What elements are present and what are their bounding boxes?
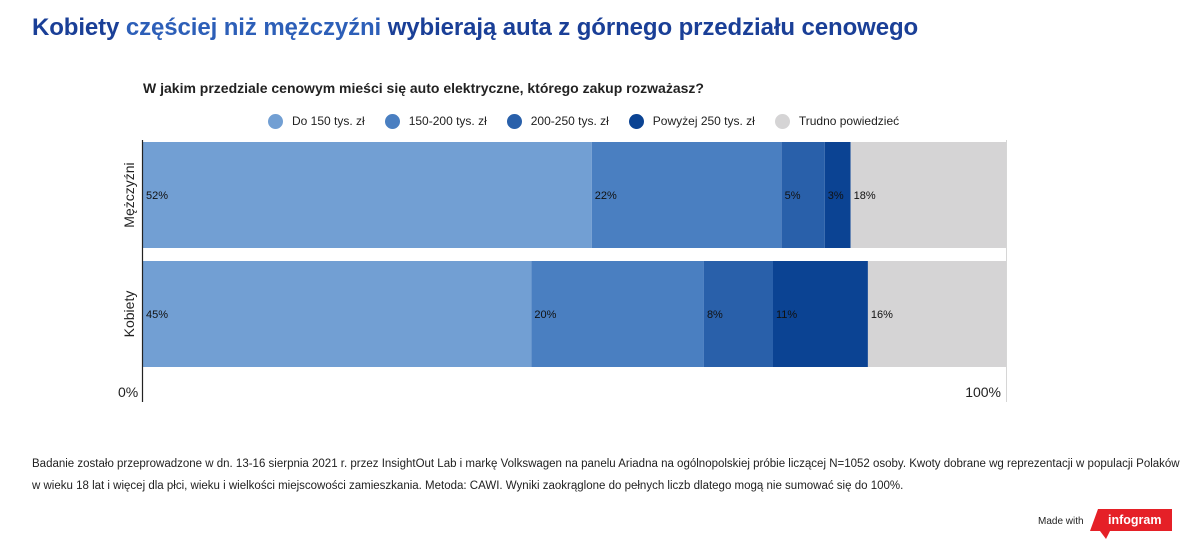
infogram-brand-text: infogram	[1108, 513, 1162, 527]
made-with-label: Made with	[1038, 516, 1084, 527]
x-tick-label: 0%	[118, 384, 138, 400]
bar-segment[interactable]	[143, 261, 532, 367]
legend-dot-icon	[506, 113, 522, 129]
bar-segment[interactable]	[850, 142, 1006, 248]
bar-segment[interactable]	[781, 142, 825, 248]
data-label: 5%	[785, 190, 801, 202]
data-label: 45%	[146, 309, 168, 321]
category-label: Mężczyźni	[121, 162, 137, 227]
data-label: 3%	[828, 190, 844, 202]
chart-title: W jakim przedziale cenowym mieści się au…	[143, 80, 704, 96]
data-label: 52%	[146, 190, 168, 202]
bar-segment[interactable]	[867, 261, 1006, 367]
bar-segment[interactable]	[143, 142, 592, 248]
legend-label: 200-250 tys. zł	[530, 114, 609, 128]
category-label: Kobiety	[121, 291, 137, 338]
footnote: Badanie zostało przeprowadzone w dn. 13-…	[32, 458, 1180, 492]
legend-item-1[interactable]: Do 150 tys. zł	[268, 113, 365, 129]
title-part-3: wybierają auta z górnego przedziału ceno…	[387, 14, 919, 41]
legend-dot-icon	[774, 113, 790, 129]
data-label: 16%	[871, 309, 893, 321]
bar-segment[interactable]	[772, 261, 868, 367]
bar-segment[interactable]	[591, 142, 782, 248]
legend-label: Do 150 tys. zł	[292, 114, 365, 128]
data-label: 20%	[534, 309, 556, 321]
stacked-bar-chart: 52% 22% 5% 3% 18% Mężczyźni 45% 20% 8% 11% 16% Kobi…	[118, 140, 1007, 402]
bar-segment[interactable]	[824, 142, 851, 248]
legend-dot-icon	[628, 113, 644, 129]
data-label: 22%	[595, 190, 617, 202]
legend-item-2[interactable]: 150-200 tys. zł	[384, 113, 487, 129]
data-label: 18%	[854, 190, 876, 202]
page-title: Kobiety częściej niż mężczyźni wybierają…	[32, 14, 918, 42]
legend-label: 150-200 tys. zł	[408, 114, 487, 128]
chart-legend: Do 150 tys. zł 150-200 tys. zł 200-250 tys…	[268, 112, 919, 130]
bar-segment[interactable]	[703, 261, 773, 367]
legend-dot-icon	[268, 113, 283, 129]
legend-item-3[interactable]: 200-250 tys. zł	[506, 113, 609, 129]
legend-dot-icon	[384, 113, 400, 129]
x-tick-label: 100%	[965, 384, 1001, 400]
title-part-1: Kobiety	[32, 14, 120, 41]
legend-label: Trudno powiedzieć	[798, 114, 900, 128]
bar-segment[interactable]	[531, 261, 704, 367]
title-part-2: częściej niż mężczyźni	[119, 14, 388, 41]
legend-label: Powyżej 250 tys. zł	[652, 114, 755, 128]
legend-item-4[interactable]: Powyżej 250 tys. zł	[628, 113, 755, 129]
data-label: 11%	[776, 309, 797, 321]
data-label: 8%	[707, 309, 723, 321]
infogram-logo[interactable]	[1088, 509, 1172, 539]
legend-item-5[interactable]: Trudno powiedzieć	[774, 113, 900, 129]
